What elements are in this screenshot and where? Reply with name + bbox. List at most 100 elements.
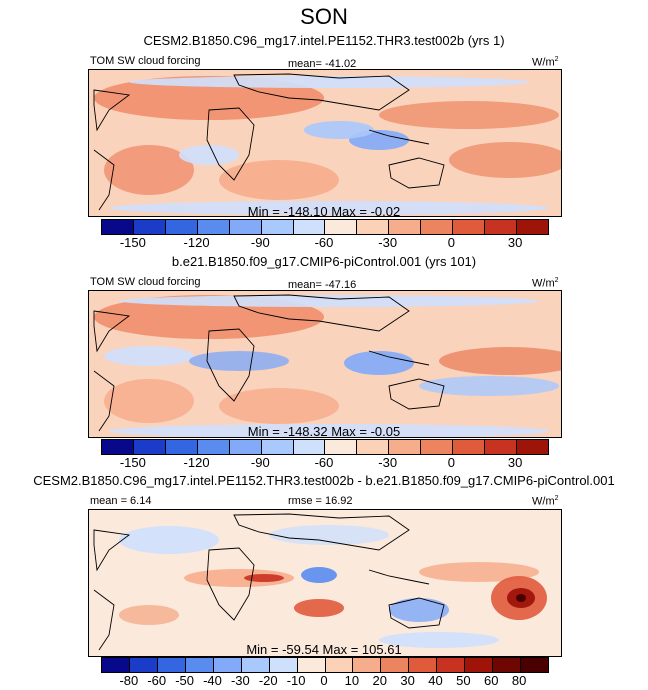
panel-1-map <box>88 69 562 217</box>
panel-2-mean-label: mean= -47.16 <box>288 279 357 291</box>
panel-3-colorbar-ticks: -80 -60 -50 -40 -30 -20 -10 0 10 20 30 40 50 60 80 <box>101 673 547 689</box>
colorbar-swatch <box>297 658 326 672</box>
colorbar-tick-label: -60 <box>314 235 334 250</box>
colorbar-tick-label: 60 <box>484 673 499 688</box>
colorbar-tick-label: -150 <box>119 455 146 470</box>
colorbar-tick-label: -60 <box>147 673 167 688</box>
colorbar-swatch <box>325 220 358 234</box>
colorbar-swatch <box>389 440 422 454</box>
panel-3-field <box>89 510 561 656</box>
colorbar-swatch <box>465 658 494 672</box>
colorbar-tick-label: 0 <box>447 235 456 250</box>
colorbar-tick-label: 50 <box>456 673 471 688</box>
colorbar-swatch <box>357 220 390 234</box>
colorbar-swatch <box>409 658 438 672</box>
colorbar-swatch <box>229 220 262 234</box>
colorbar-tick-label: -120 <box>183 455 210 470</box>
panel-1-variable-label: TOM SW cloud forcing <box>90 55 201 67</box>
panel-3-title: CESM2.B1850.C96_mg17.intel.PE1152.THR3.t… <box>33 473 615 488</box>
colorbar-swatch <box>381 658 410 672</box>
colorbar-tick-label: -80 <box>119 673 139 688</box>
panel-1-mean-label: mean= -41.02 <box>288 58 357 70</box>
panel-2-colorbar-ticks: -150 -120 -90 -60 -30 0 30 <box>101 455 547 471</box>
colorbar-swatch <box>133 440 166 454</box>
colorbar-tick-label: 40 <box>428 673 443 688</box>
colorbar-swatch <box>241 658 270 672</box>
colorbar-swatch <box>197 220 230 234</box>
panel-2-minmax: Min = -148.32 Max = -0.05 <box>247 424 401 439</box>
colorbar-tick-label: -150 <box>119 235 146 250</box>
panel-1-colorbar-ticks: -150 -120 -90 -60 -30 0 30 <box>101 235 547 251</box>
colorbar-swatch <box>102 220 134 234</box>
colorbar-swatch <box>485 220 517 234</box>
colorbar-tick-label: -90 <box>250 455 270 470</box>
panel-3-minmax: Min = -59.54 Max = 105.61 <box>246 642 402 657</box>
colorbar-swatch <box>453 440 486 454</box>
colorbar-swatch <box>437 658 466 672</box>
colorbar-tick-label: -10 <box>286 673 306 688</box>
colorbar-swatch <box>493 658 522 672</box>
colorbar-tick-label: -30 <box>378 235 398 250</box>
panel-2-field <box>89 291 561 437</box>
panel-2-variable-label: TOM SW cloud forcing <box>90 276 201 288</box>
panel-1-minmax: Min = -148.10 Max = -0.02 <box>247 204 401 219</box>
colorbar-tick-label: 0 <box>320 673 328 688</box>
colorbar-swatch <box>261 440 294 454</box>
colorbar-swatch <box>516 220 548 234</box>
panel-2-units: W/m2 <box>532 277 559 290</box>
panel-1-title: CESM2.B1850.C96_mg17.intel.PE1152.THR3.t… <box>143 33 505 48</box>
panel-3-rmse-label: rmse = 16.92 <box>288 495 353 507</box>
colorbar-swatch <box>165 220 198 234</box>
colorbar-swatch <box>213 658 242 672</box>
colorbar-tick-label: 0 <box>447 455 456 470</box>
colorbar-swatch <box>357 440 390 454</box>
colorbar-tick-label: -60 <box>314 455 334 470</box>
colorbar-swatch <box>389 220 422 234</box>
panel-3-mean-label: mean = 6.14 <box>90 495 152 507</box>
colorbar-swatch <box>197 440 230 454</box>
colorbar-tick-label: -30 <box>230 673 250 688</box>
colorbar-swatch <box>421 220 454 234</box>
colorbar-swatch <box>325 440 358 454</box>
panel-2-colorbar <box>101 439 549 455</box>
colorbar-swatch <box>421 440 454 454</box>
colorbar-swatch <box>229 440 262 454</box>
colorbar-swatch <box>102 440 134 454</box>
colorbar-tick-label: 20 <box>372 673 387 688</box>
colorbar-tick-label: -90 <box>250 235 270 250</box>
colorbar-swatch <box>165 440 198 454</box>
colorbar-tick-label: 30 <box>507 235 523 250</box>
panel-1-field <box>89 70 561 216</box>
colorbar-tick-label: 30 <box>507 455 523 470</box>
colorbar-swatch <box>157 658 186 672</box>
colorbar-swatch <box>453 220 486 234</box>
colorbar-swatch <box>293 220 326 234</box>
colorbar-swatch <box>102 658 130 672</box>
colorbar-swatch <box>133 220 166 234</box>
colorbar-swatch <box>293 440 326 454</box>
colorbar-tick-label: -20 <box>258 673 278 688</box>
colorbar-tick-label: 30 <box>400 673 415 688</box>
colorbar-swatch <box>269 658 298 672</box>
panel-1-units: W/m2 <box>532 56 559 69</box>
colorbar-swatch <box>325 658 354 672</box>
colorbar-swatch <box>353 658 382 672</box>
colorbar-tick-label: -50 <box>175 673 195 688</box>
colorbar-tick-label: -40 <box>203 673 222 688</box>
panel-2-map <box>88 290 562 438</box>
panel-3-colorbar <box>101 657 549 673</box>
colorbar-swatch <box>516 440 548 454</box>
colorbar-tick-label: -30 <box>378 455 398 470</box>
colorbar-tick-label: -120 <box>183 235 210 250</box>
colorbar-tick-label: 80 <box>511 673 527 688</box>
colorbar-swatch <box>129 658 158 672</box>
colorbar-tick-label: 10 <box>344 673 360 688</box>
colorbar-swatch <box>185 658 214 672</box>
colorbar-swatch <box>261 220 294 234</box>
panel-2-title: b.e21.B1850.f09_g17.CMIP6-piControl.001 … <box>171 254 477 269</box>
colorbar-swatch <box>521 658 548 672</box>
panel-1-colorbar <box>101 219 549 235</box>
panel-3-map <box>88 509 562 657</box>
panel-3-units: W/m2 <box>532 495 559 508</box>
colorbar-swatch <box>485 440 517 454</box>
